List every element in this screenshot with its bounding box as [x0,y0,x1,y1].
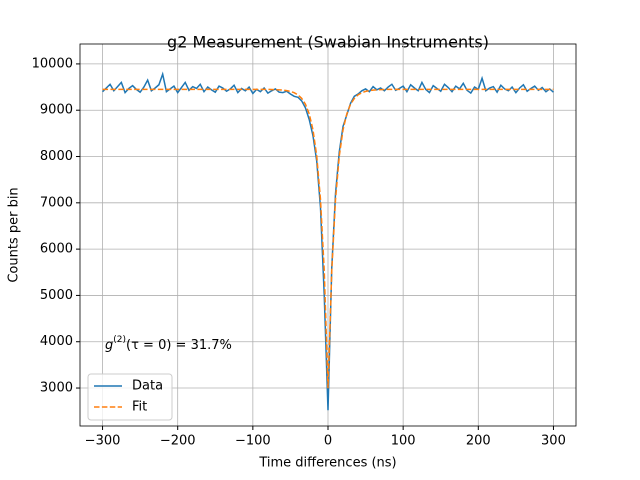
legend-label: Fit [132,400,147,415]
y-tick-label: 3000 [40,381,73,396]
x-tick-label: −300 [85,434,121,449]
series-line [102,88,554,389]
x-tick-label: 300 [541,434,566,449]
y-tick-label: 5000 [40,288,73,303]
legend-label: Data [132,379,163,394]
annotation-base: g [105,338,113,353]
y-axis-label: Counts per bin [7,187,22,282]
x-tick-label: −100 [235,434,271,449]
x-tick-label: 200 [466,434,491,449]
x-tick-label: −200 [160,434,196,449]
chart-title: g2 Measurement (Swabian Instruments) [167,33,489,52]
y-tick-label: 7000 [40,195,73,210]
annotation-rest: (τ = 0) = 31.7% [126,338,232,353]
x-tick-label: 100 [391,434,416,449]
plot-frame [79,43,577,427]
x-tick-label: 0 [324,434,332,449]
y-tick-label: 10000 [32,56,73,71]
x-axis-label: Time differences (ns) [258,456,396,471]
y-tick-label: 4000 [40,334,73,349]
y-tick-label: 8000 [40,149,73,164]
y-tick-label: 6000 [40,242,73,257]
annotation-sup: (2) [113,335,126,345]
y-tick-label: 9000 [40,103,73,118]
annotation: g(2)(τ = 0) = 31.7% [105,335,232,353]
